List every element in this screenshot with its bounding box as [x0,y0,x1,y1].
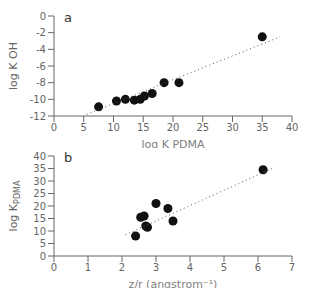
svg-text:6: 6 [255,262,261,273]
svg-text:5: 5 [40,238,46,249]
svg-text:30: 30 [33,176,46,187]
svg-text:log K PDMA: log K PDMA [141,138,205,148]
svg-text:-4: -4 [36,44,46,55]
svg-text:1: 1 [85,262,91,273]
html-text:a: a [64,10,72,25]
svg-text:0: 0 [40,11,46,22]
svg-text:10: 10 [107,122,120,133]
svg-text:0: 0 [51,262,57,273]
svg-text:25: 25 [33,188,46,199]
svg-text:25: 25 [196,122,209,133]
svg-text:log KPDMA: log KPDMA [8,180,22,231]
svg-text:5: 5 [81,122,87,133]
svg-text:5: 5 [221,262,227,273]
svg-text:7: 7 [289,262,295,273]
svg-text:35: 35 [33,163,46,174]
svg-text:40: 40 [33,151,46,162]
svg-text:20: 20 [33,201,46,212]
svg-text:-10: -10 [30,94,46,105]
svg-text:2: 2 [119,262,125,273]
svg-text:-6: -6 [36,61,46,72]
svg-text:20: 20 [167,122,180,133]
svg-text:10: 10 [33,226,46,237]
svg-text:-8: -8 [36,77,46,88]
svg-text:-12: -12 [30,111,46,122]
svg-text:0: 0 [51,122,57,133]
svg-text:40: 40 [286,122,299,133]
svg-text:-2: -2 [36,27,46,38]
svg-text:0: 0 [40,251,46,262]
svg-text:15: 15 [33,213,46,224]
svg-text:log K OH: log K OH [8,42,20,90]
svg-text:4: 4 [187,262,193,273]
svg-text:30: 30 [226,122,239,133]
svg-text:35: 35 [256,122,269,133]
svg-text:z/r (angstrom⁻¹): z/r (angstrom⁻¹) [129,278,218,288]
svg-text:15: 15 [137,122,150,133]
svg-text:3: 3 [153,262,159,273]
html-text:b: b [64,150,73,165]
